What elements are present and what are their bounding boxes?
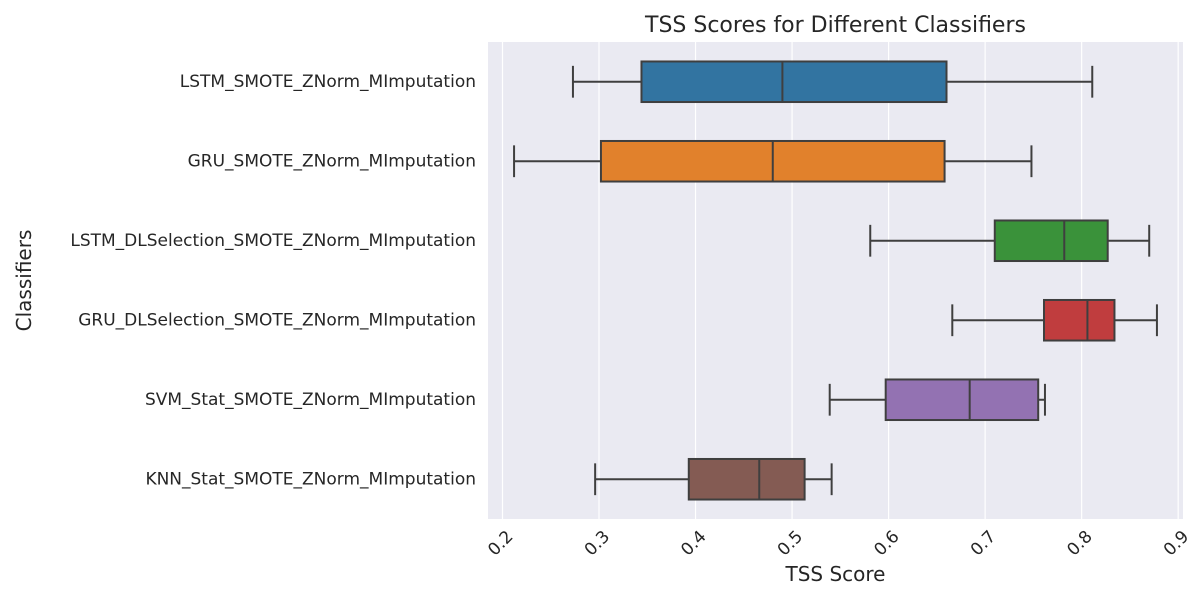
y-tick-label: GRU_DLSelection_SMOTE_ZNorm_MImputation (78, 310, 476, 330)
y-tick-labels: LSTM_SMOTE_ZNorm_MImputation GRU_SMOTE_ZN… (70, 72, 476, 490)
box (884, 378, 1040, 422)
box (993, 219, 1109, 263)
box-group (869, 219, 1151, 263)
x-tick-labels: 0.2 0.3 0.4 0.5 0.6 0.7 0.8 0.9 (484, 527, 1193, 560)
x-tick-label: 0.9 (1160, 527, 1193, 560)
box-group (951, 298, 1158, 342)
y-tick-label: LSTM_SMOTE_ZNorm_MImputation (180, 72, 476, 92)
box-group (828, 378, 1046, 422)
box-group (513, 139, 1033, 183)
y-axis-label: Classifiers (12, 230, 36, 332)
x-tick-label: 0.7 (967, 527, 1000, 560)
x-tick-label: 0.2 (484, 527, 517, 560)
box-group (571, 60, 1094, 104)
x-tick-label: 0.3 (581, 527, 614, 560)
chart-title: TSS Scores for Different Classifiers (644, 13, 1026, 38)
y-tick-label: SVM_Stat_SMOTE_ZNorm_MImputation (145, 390, 476, 410)
box (640, 60, 948, 104)
y-tick-label: LSTM_DLSelection_SMOTE_ZNorm_MImputation (70, 231, 476, 251)
box-group (594, 457, 833, 501)
x-tick-label: 0.4 (677, 527, 710, 560)
box (1043, 298, 1116, 342)
y-tick-label: KNN_Stat_SMOTE_ZNorm_MImputation (145, 469, 476, 489)
x-tick-label: 0.5 (774, 527, 807, 560)
x-tick-label: 0.8 (1063, 527, 1096, 560)
boxes (513, 60, 1158, 501)
x-axis-label: TSS Score (785, 562, 886, 586)
plot-area (488, 42, 1183, 519)
box (687, 457, 806, 501)
x-tick-label: 0.6 (870, 527, 903, 560)
grid-lines (501, 42, 1179, 519)
y-tick-label: GRU_SMOTE_ZNorm_MImputation (188, 151, 476, 171)
